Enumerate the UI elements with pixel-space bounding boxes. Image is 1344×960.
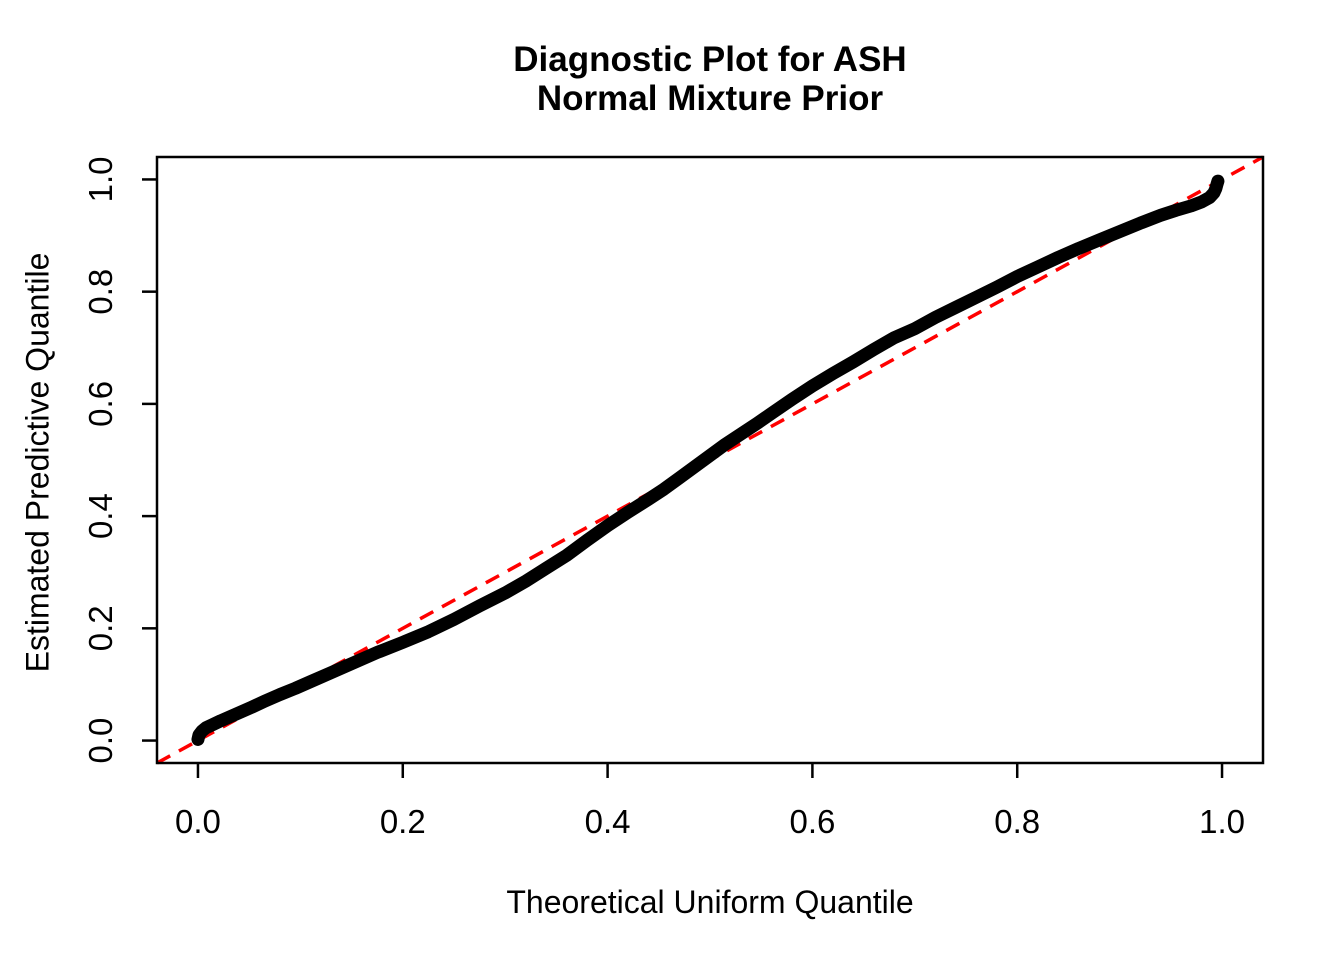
y-axis-title: Estimated Predictive Quantile — [19, 252, 56, 673]
y-tick-label: 0.2 — [82, 605, 119, 651]
x-axis-title: Theoretical Uniform Quantile — [506, 884, 914, 920]
plot-border — [155, 155, 1265, 765]
estimated-predictive-quantiles — [191, 174, 1225, 746]
y-tick-label: 0.8 — [82, 269, 119, 315]
chart-title-line-2: Normal Mixture Prior — [536, 79, 884, 118]
x-tick-label: 0.2 — [380, 803, 426, 840]
y-tick-label: 0.0 — [82, 718, 119, 764]
x-tick-label: 0.0 — [175, 803, 221, 840]
chart-title: Diagnostic Plot for ASH Normal Mixture P… — [157, 40, 1263, 118]
y-tick-label: 0.4 — [82, 493, 119, 539]
chart-title-line-1: Diagnostic Plot for ASH — [513, 40, 907, 79]
x-tick-label: 0.6 — [789, 803, 835, 840]
x-tick-label: 0.8 — [994, 803, 1040, 840]
x-tick-label: 1.0 — [1199, 803, 1245, 840]
y-tick-label: 1.0 — [82, 157, 119, 203]
x-tick-label: 0.4 — [585, 803, 631, 840]
y-tick-label: 0.6 — [82, 381, 119, 427]
